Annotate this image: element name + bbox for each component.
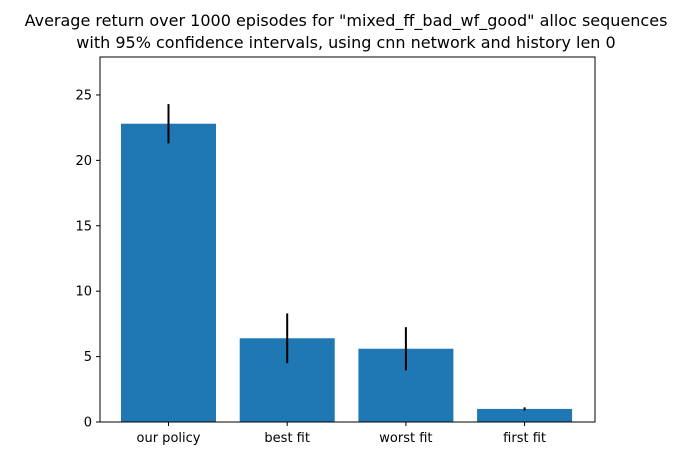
x-tick-label: our policy — [137, 431, 201, 446]
y-tick-label: 10 — [75, 285, 92, 300]
chart-title-line-1: Average return over 1000 episodes for "m… — [25, 11, 668, 31]
y-axis: 0 5 10 15 20 25 — [75, 88, 100, 431]
bars — [121, 123, 573, 422]
plot-frame — [99, 56, 596, 423]
plot-area — [99, 56, 596, 423]
y-tick-label: 20 — [75, 154, 92, 169]
x-tick-label: first fit — [503, 431, 546, 446]
y-tick-label: 5 — [84, 350, 92, 365]
y-tick-label: 0 — [84, 416, 92, 431]
error-bars — [167, 104, 526, 411]
x-tick-label: worst fit — [379, 431, 432, 446]
y-tick-label: 25 — [75, 88, 92, 103]
x-axis: our policy best fit worst fit first fit — [137, 422, 546, 446]
chart-title: Average return over 1000 episodes for "m… — [25, 11, 668, 52]
bar-first-fit — [477, 408, 573, 422]
bar-our-policy — [121, 123, 216, 422]
x-tick-label: best fit — [264, 431, 310, 446]
chart-title-line-2: with 95% confidence intervals, using cnn… — [76, 33, 615, 52]
y-tick-label: 15 — [75, 219, 92, 234]
